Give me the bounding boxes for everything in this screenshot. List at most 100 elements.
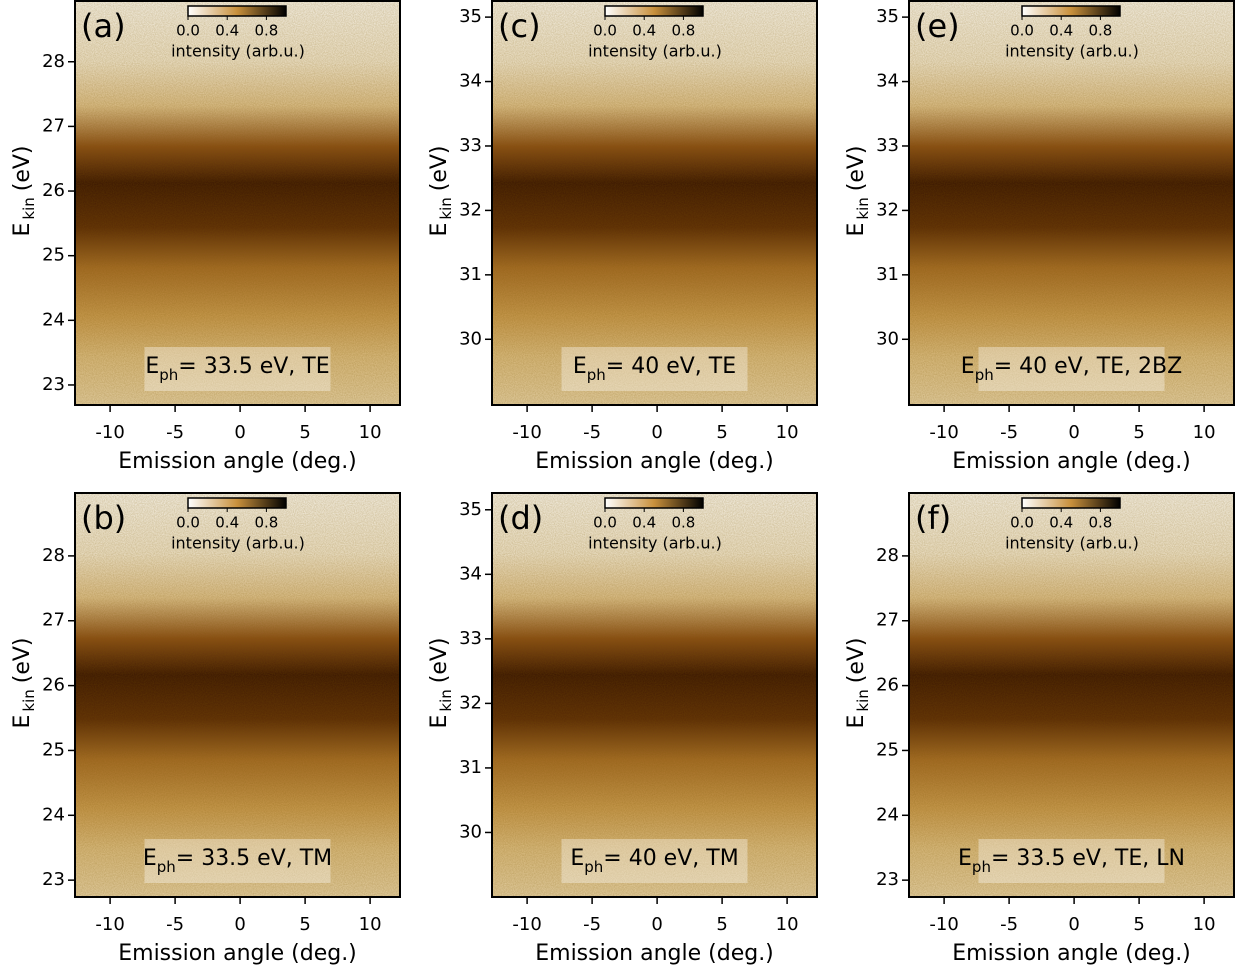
colorbar-tick-label: 0.8 [254, 514, 278, 532]
colorbar [604, 497, 704, 509]
y-label-sub: kin [437, 197, 455, 219]
y-tick-label: 31 [876, 264, 899, 285]
y-label-main: E [10, 715, 35, 729]
annotation-rest: = 40 eV, TE, 2BZ [994, 354, 1182, 379]
y-tick-label: 34 [876, 71, 899, 92]
y-label-sub: kin [854, 689, 872, 711]
panel: -10 -5 0 5 10 23 24 25 26 27 28 Emission angle (deg… [10, 492, 401, 966]
annotation-box [561, 347, 748, 391]
x-tick-label: 10 [776, 914, 799, 935]
annotation-sub: ph [157, 858, 176, 876]
colorbar [1021, 5, 1121, 17]
annotation-rest: = 33.5 eV, TE [178, 354, 329, 379]
x-tick-label: 0 [1068, 914, 1079, 935]
y-axis-label: Ekin (eV) [10, 145, 38, 236]
annotation-rest: = 40 eV, TM [603, 846, 738, 871]
x-tick-label: 0 [234, 422, 245, 443]
y-label-sub: kin [20, 689, 38, 711]
plot-frame [908, 0, 1235, 406]
x-tick-label: -10 [929, 422, 958, 443]
y-label-main: E [844, 715, 869, 729]
colorbar-tick-label: 0.0 [1010, 22, 1034, 40]
panel-label: (b) [81, 499, 126, 537]
x-tick-label: 5 [716, 914, 727, 935]
y-tick-label: 35 [459, 499, 482, 520]
y-label-unit: (eV) [844, 637, 869, 683]
colorbar-tick-label: 0.4 [632, 22, 656, 40]
annotation-rest: = 40 eV, TE [606, 354, 736, 379]
y-tick-label: 30 [459, 821, 482, 842]
x-tick-label: 10 [359, 422, 382, 443]
y-tick-label: 28 [42, 545, 65, 566]
y-label-sub: kin [854, 197, 872, 219]
intensity-noise [75, 1, 400, 405]
intensity-noise [909, 1, 1234, 405]
plot-frame [74, 492, 401, 898]
annotation-rest: = 33.5 eV, TM [176, 846, 332, 871]
y-axis-label: Ekin (eV) [844, 637, 872, 728]
y-tick-label: 24 [42, 804, 65, 825]
colorbar-label: intensity (arb.u.) [171, 534, 305, 553]
intensity-noise [75, 493, 400, 897]
y-label-unit: (eV) [427, 145, 452, 191]
x-tick-label: 5 [716, 422, 727, 443]
y-tick-label: 23 [42, 374, 65, 395]
y-tick-label: 26 [876, 675, 899, 696]
annotation-sub: ph [159, 366, 178, 384]
annotation-box [978, 347, 1165, 391]
annotation-box [978, 839, 1165, 883]
colorbar-tick-label: 0.0 [593, 22, 617, 40]
annotation-main: E [961, 354, 975, 379]
annotation-box [144, 839, 331, 883]
y-label-main: E [844, 223, 869, 237]
x-tick-label: 10 [776, 422, 799, 443]
panel-label: (d) [498, 499, 543, 537]
y-tick-label: 27 [876, 610, 899, 631]
annotation: Eph= 33.5 eV, TE [145, 354, 329, 384]
colorbar [187, 497, 287, 509]
y-label-main: E [427, 223, 452, 237]
y-tick-label: 30 [459, 328, 482, 349]
colorbar-label: intensity (arb.u.) [1005, 42, 1139, 61]
x-tick-label: -5 [1000, 422, 1018, 443]
annotation-sub: ph [587, 366, 606, 384]
y-tick-label: 27 [42, 115, 65, 136]
plot-frame [74, 0, 401, 406]
annotation: Eph= 33.5 eV, TM [143, 846, 332, 876]
y-label-unit: (eV) [844, 145, 869, 191]
colorbar-label: intensity (arb.u.) [171, 42, 305, 61]
colorbar-tick-label: 0.0 [1010, 514, 1034, 532]
plot-frame [491, 492, 818, 898]
y-tick-label: 33 [459, 628, 482, 649]
panel: -10 -5 0 5 10 23 24 25 26 27 28 Emission angle (deg… [10, 0, 401, 474]
annotation: Eph= 40 eV, TE [573, 354, 736, 384]
x-tick-label: 5 [299, 422, 310, 443]
y-tick-label: 24 [42, 309, 65, 330]
x-tick-label: 0 [651, 422, 662, 443]
y-tick-label: 32 [876, 199, 899, 220]
x-tick-label: 5 [1133, 422, 1144, 443]
colorbar-tick-label: 0.8 [254, 22, 278, 40]
y-tick-label: 28 [876, 545, 899, 566]
y-tick-label: 24 [876, 804, 899, 825]
panel-label: (f) [915, 499, 951, 537]
annotation: Eph= 40 eV, TM [570, 846, 738, 876]
panel: -10 -5 0 5 10 30 31 32 33 34 35 Emission angle (deg… [844, 0, 1235, 474]
y-tick-label: 25 [876, 739, 899, 760]
y-tick-label: 23 [42, 869, 65, 890]
colorbar-label: intensity (arb.u.) [1005, 534, 1139, 553]
panel: -10 -5 0 5 10 23 24 25 26 27 28 Emission angle (deg… [844, 492, 1235, 966]
y-tick-label: 27 [42, 610, 65, 631]
colorbar-tick-label: 0.4 [215, 514, 239, 532]
panel-label: (e) [915, 7, 960, 45]
y-label-unit: (eV) [427, 637, 452, 683]
x-tick-label: 5 [299, 914, 310, 935]
y-tick-label: 31 [459, 264, 482, 285]
intensity-noise [909, 493, 1234, 897]
colorbar-tick-label: 0.8 [1088, 22, 1112, 40]
y-tick-label: 25 [42, 245, 65, 266]
x-tick-label: -5 [1000, 914, 1018, 935]
annotation-box [561, 839, 748, 883]
y-tick-label: 30 [876, 328, 899, 349]
